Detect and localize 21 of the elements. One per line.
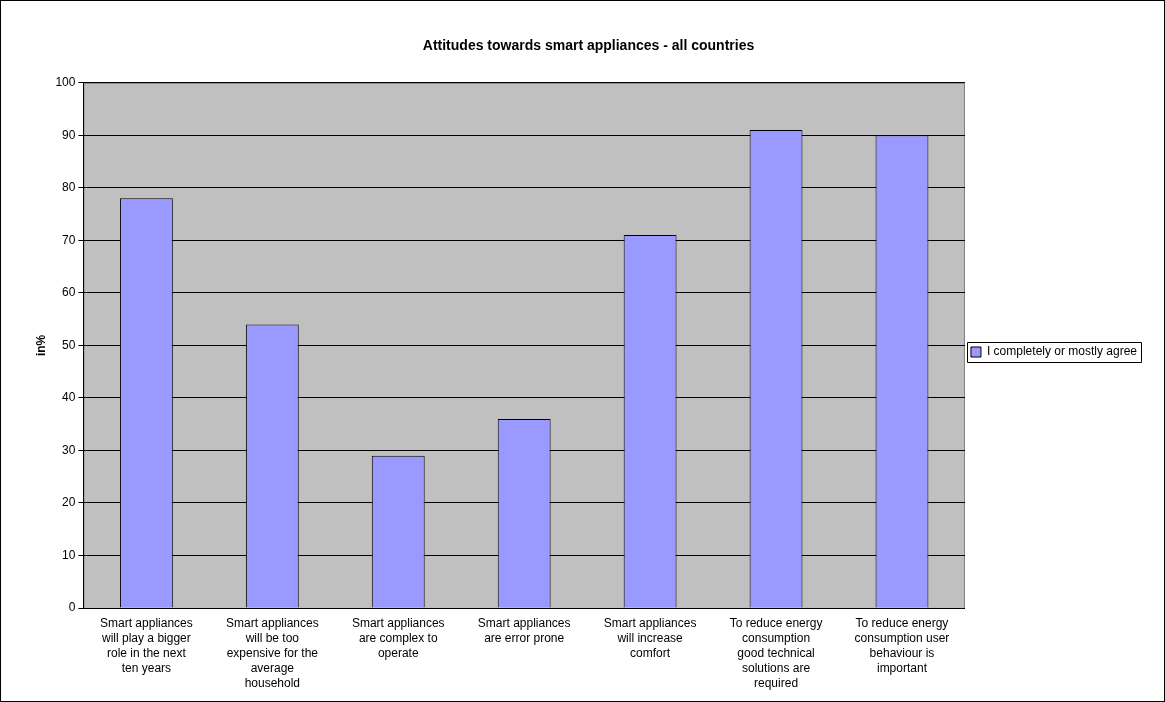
y-tick-label: 90 [62,127,76,142]
x-tick-label: Smart appliances are complex to operate [351,615,445,660]
x-tick-label: Smart appliances are error prone [477,615,571,645]
y-tick-label: 20 [62,495,76,510]
x-tick-label: Smart appliances will be too expensive for the average household [225,615,319,690]
legend-label: I completely or mostly agree [986,344,1138,359]
y-tick-label: 0 [68,600,76,615]
y-tick-label: 70 [62,232,76,247]
y-tick-label: 100 [55,75,76,90]
x-tick-label: Smart appliances will play a bigger role in the next ten years [100,615,193,675]
y-tick-label: 60 [62,285,76,300]
y-tick-label: 10 [62,547,76,562]
x-tick-label: To reduce energy consumption user behaviour is important [854,615,950,675]
x-tick-label: To reduce energy consumption good technical solutions are required [729,615,823,690]
y-tick-label: 30 [62,442,76,457]
y-tick-label: 50 [62,337,76,352]
x-tick-label: Smart appliances will increase comfort [603,615,697,660]
y-tick-label: 40 [62,390,76,405]
y-axis-title: in% [33,334,48,357]
chart-title: Attitudes towards smart appliances - all countries [422,37,755,54]
y-tick-label: 80 [62,180,76,195]
